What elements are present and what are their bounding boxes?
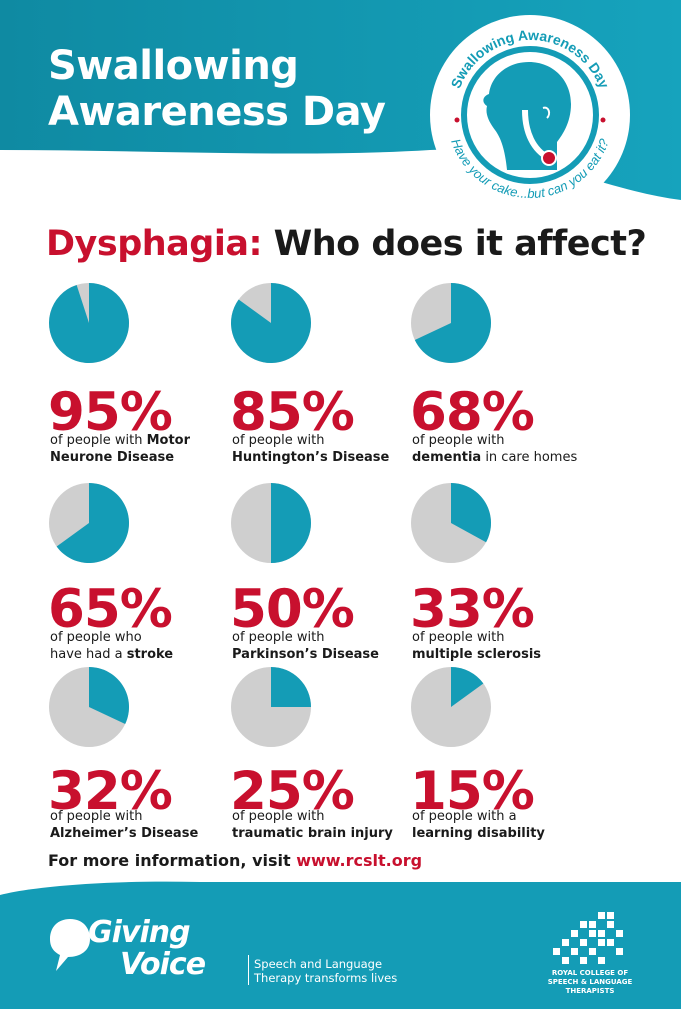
percentage-value: 95% — [48, 382, 173, 443]
more-info-line: For more information, visit www.rcslt.or… — [48, 851, 422, 870]
header-title-line1: Swallowing — [48, 43, 299, 89]
stat-cell: 25% of people with traumatic brain injury — [230, 666, 420, 846]
rcslt-line2: SPEECH & LANGUAGE — [547, 978, 633, 986]
pie-chart — [231, 667, 311, 747]
pie-value-slice — [451, 483, 491, 543]
speech-bubble-icon — [50, 919, 90, 971]
pie-value-slice — [271, 483, 311, 563]
pie-value-slice — [414, 283, 492, 363]
stat-cell: 95% of people with Motor Neurone Disease — [48, 282, 238, 465]
giving-voice-tag-line2: Therapy transforms lives — [254, 971, 398, 985]
swallowing-awareness-badge: Swallowing Awareness Day Have your cake.… — [430, 15, 630, 215]
pie-chart — [411, 283, 492, 363]
percentage-value: 15% — [410, 761, 535, 822]
stat-cell: 50% of people with Parkinson’s Disease — [230, 482, 420, 662]
stat-cell: 85% of people with Huntington’s Disease — [230, 282, 420, 465]
subtitle: Dysphagia: Who does it affect? — [46, 224, 647, 264]
pie-chart — [411, 483, 491, 563]
pie-value-slice — [56, 483, 130, 563]
percentage-value: 32% — [48, 761, 173, 822]
pie-value-slice — [271, 667, 311, 707]
head-profile-throat-icon — [483, 62, 571, 170]
condition-description: of people with traumatic brain injury — [232, 809, 393, 841]
percentage-value: 33% — [410, 579, 535, 640]
pie-chart — [49, 667, 129, 747]
voice-word: Voice — [120, 947, 206, 982]
subtitle-question: Who does it affect? — [273, 224, 647, 264]
more-info-url[interactable]: www.rcslt.org — [296, 851, 423, 870]
pie-chart — [49, 283, 130, 363]
pie-value-slice — [231, 283, 312, 363]
condition-description: of people with Huntington’s Disease — [232, 433, 390, 465]
rcslt-line3: THERAPISTS — [565, 987, 615, 995]
pie-value-slice — [451, 667, 484, 707]
percentage-value: 65% — [48, 579, 173, 640]
stat-cell: 15% of people with a learning disability — [410, 666, 600, 846]
condition-description: of people with Parkinson’s Disease — [232, 630, 379, 662]
condition-description: of people with dementia in care homes — [412, 433, 578, 465]
header-title-line2: Awareness Day — [48, 89, 386, 135]
stat-cell: 65% of people who have had a stroke — [48, 482, 238, 662]
condition-description: of people with Alzheimer’s Disease — [50, 809, 199, 841]
percentage-value: 25% — [230, 761, 355, 822]
subtitle-dysphagia: Dysphagia: — [46, 224, 262, 264]
pie-value-slice — [89, 667, 129, 725]
rcslt-line1: ROYAL COLLEGE OF — [551, 969, 629, 977]
more-info-text: For more information, visit — [48, 851, 291, 870]
percentage-value: 50% — [230, 579, 355, 640]
pie-chart — [411, 667, 491, 747]
percentage-value: 68% — [410, 382, 535, 443]
condition-description: of people with multiple sclerosis — [412, 630, 542, 662]
percentage-value: 85% — [230, 382, 355, 443]
rcslt-logo-grid — [553, 912, 623, 964]
pie-chart — [231, 483, 311, 563]
stat-cell: 32% of people with Alzheimer’s Disease — [48, 666, 238, 846]
stat-cell: 68% of people with dementia in care homes — [410, 282, 600, 465]
condition-description: of people with a learning disability — [412, 809, 545, 841]
pie-chart — [231, 283, 312, 363]
stat-cell: 33% of people with multiple sclerosis — [410, 482, 600, 662]
pie-value-slice — [49, 283, 130, 363]
giving-voice-logo: Giving Voice Speech and Language Therapy… — [48, 915, 397, 985]
giving-voice-tag-line1: Speech and Language — [254, 957, 383, 971]
footer-band — [0, 881, 681, 1009]
condition-description: of people who have had a stroke — [50, 630, 174, 662]
pie-chart — [49, 483, 130, 563]
giving-word: Giving — [88, 915, 191, 950]
condition-description: of people with Motor Neurone Disease — [50, 433, 191, 465]
